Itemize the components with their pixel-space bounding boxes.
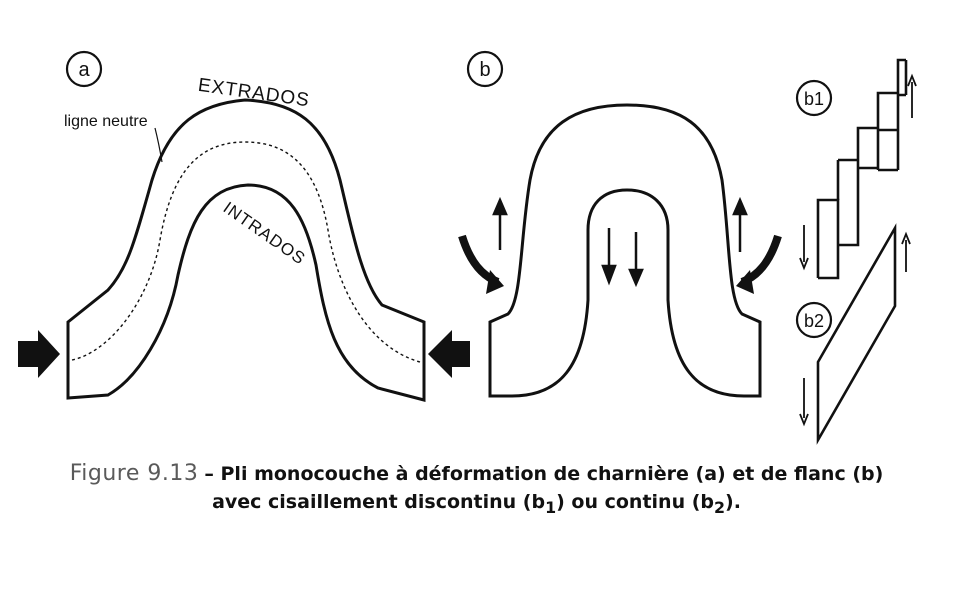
svg-text:a: a	[78, 59, 90, 81]
caption-sub-2: 2	[714, 497, 726, 517]
caption-part-b: ) ou continu (b	[556, 491, 714, 513]
neutral-line	[71, 141, 421, 363]
caption-sub-1: 1	[545, 497, 557, 517]
panel-label-b2: b2	[795, 301, 833, 339]
panel-label-b1: b1	[795, 79, 833, 117]
caption-part-c: ).	[725, 491, 741, 513]
panel-label-a: a	[65, 50, 103, 88]
panel-label-b: b	[466, 50, 504, 88]
svg-text:b1: b1	[804, 89, 824, 109]
fold-diagram: a b b1 b2 EXTRADOS INTRADOS ligne neutre	[18, 50, 917, 445]
fold-a	[18, 98, 470, 402]
compression-arrow-left-icon	[18, 330, 60, 378]
svg-text:b2: b2	[804, 311, 824, 331]
caption-line-2: avec cisaillement discontinu (b1) ou con…	[0, 488, 953, 522]
ligne-neutre-label: ligne neutre	[64, 113, 148, 130]
shear-arrows	[492, 196, 748, 288]
svg-text:b: b	[479, 59, 490, 81]
figure-number: Figure 9.13	[69, 461, 199, 486]
caption-line-1: – Pli monocouche à déformation de charni…	[204, 463, 884, 485]
caption-part-a: avec cisaillement discontinu (b	[212, 491, 546, 513]
compression-arrow-right-icon	[428, 330, 470, 378]
figure-caption: Figure 9.13 – Pli monocouche à déformati…	[0, 460, 953, 522]
shear-discontinuous	[799, 58, 917, 280]
fold-b	[458, 103, 782, 398]
shear-continuous	[799, 223, 911, 445]
